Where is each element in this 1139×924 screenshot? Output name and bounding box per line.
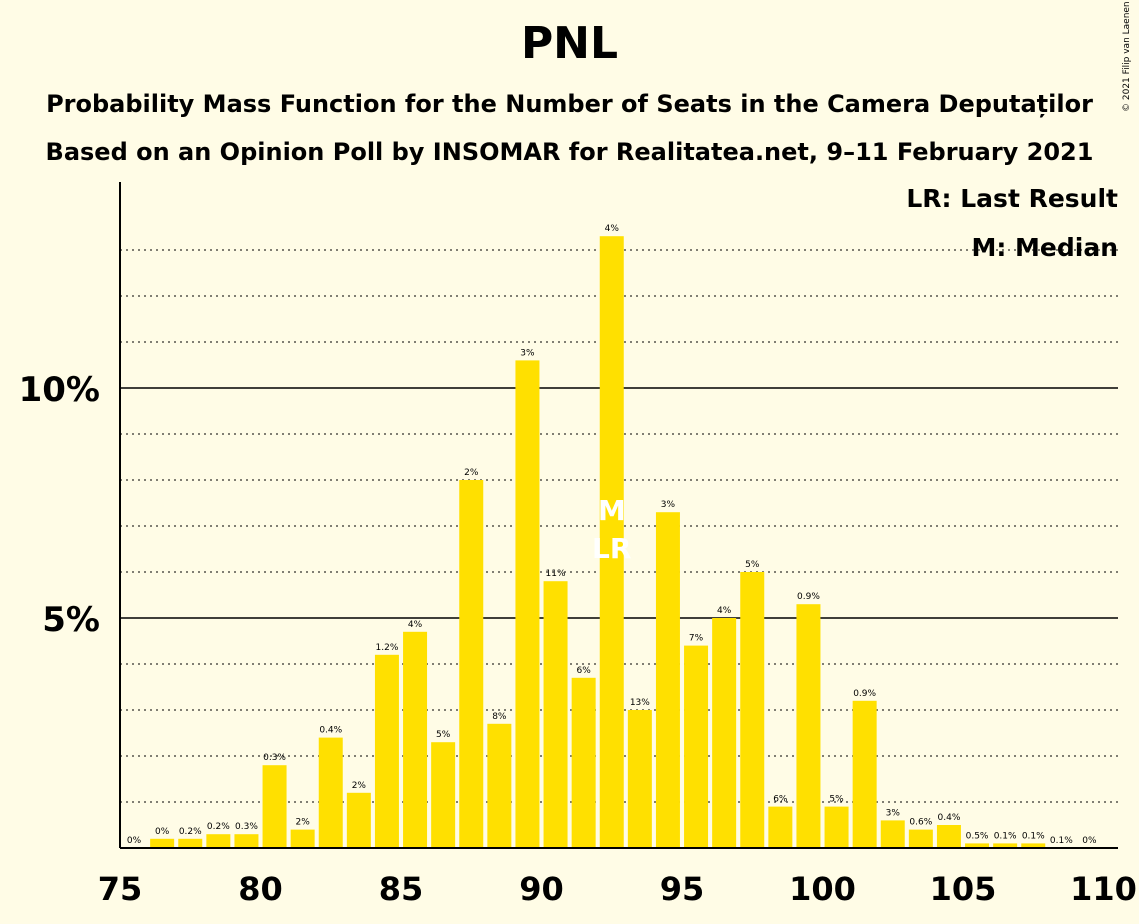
chart-subtitle-1: Probability Mass Function for the Number… — [46, 90, 1093, 118]
bar-value-label: 8% — [492, 712, 507, 722]
bar-seat-79 — [206, 834, 231, 848]
bar-value-label: 3% — [886, 808, 901, 818]
bar-seat-89 — [487, 723, 512, 848]
bar-value-label: 0.1% — [994, 831, 1017, 841]
bar-value-label: 5% — [745, 560, 760, 570]
bar-seat-100 — [796, 604, 821, 848]
bar-seat-92 — [571, 677, 596, 848]
y-tick-label: 10% — [19, 370, 100, 410]
bar-value-label: 0% — [127, 836, 142, 846]
bar-seat-84 — [346, 792, 371, 848]
bar-value-label: 3% — [520, 348, 535, 358]
bar-seat-102 — [852, 700, 877, 848]
bar-seat-93 — [599, 236, 624, 848]
bar-value-label: 0.1% — [1050, 836, 1073, 846]
bar-value-label: 0.1% — [1022, 831, 1045, 841]
bar-seat-85 — [374, 654, 399, 848]
y-tick-label: 5% — [42, 600, 100, 640]
bar-seat-99 — [768, 806, 793, 848]
bar-value-label: 5% — [829, 795, 844, 805]
chart-title: PNL — [520, 18, 619, 69]
last-result-marker: LR — [592, 532, 631, 565]
bar-seat-105 — [936, 825, 961, 848]
x-tick-label: 105 — [930, 870, 997, 908]
median-marker: M — [598, 494, 626, 527]
bar-seat-107 — [993, 843, 1018, 848]
chart-subtitle-2: Based on an Opinion Poll by INSOMAR for … — [45, 138, 1094, 166]
bar-value-label: 4% — [408, 620, 423, 630]
bar-seat-101 — [824, 806, 849, 848]
x-tick-label: 85 — [379, 870, 424, 908]
bar-seat-95 — [655, 512, 680, 848]
bar-value-label: 4% — [717, 606, 732, 616]
bar-seat-82 — [290, 829, 315, 848]
bar-value-label: 2% — [352, 781, 367, 791]
bar-value-label: 2% — [296, 818, 311, 828]
bar-value-label: 3% — [661, 500, 676, 510]
bar-value-label: 6% — [773, 795, 788, 805]
bar-value-label: 7% — [689, 634, 704, 644]
bar-seat-81 — [262, 765, 287, 848]
bar-seat-90 — [515, 360, 540, 848]
bar-seat-77 — [150, 838, 175, 848]
bar-seat-88 — [459, 480, 484, 848]
bar-value-label: 1.2% — [376, 643, 399, 653]
bar-value-label: 13% — [630, 698, 650, 708]
bar-value-label: 4% — [605, 224, 620, 234]
legend-last-result: LR: Last Result — [906, 184, 1118, 213]
bar-seat-106 — [965, 843, 990, 848]
bar-seat-103 — [880, 820, 905, 848]
bar-value-label: 2% — [464, 468, 479, 478]
bar-value-label: 0.9% — [853, 689, 876, 699]
legend-median: M: Median — [971, 233, 1118, 262]
bar-value-label: 0.4% — [938, 813, 961, 823]
bar-value-label: 0% — [1082, 836, 1097, 846]
x-tick-label: 95 — [660, 870, 705, 908]
bar-seat-80 — [234, 834, 259, 848]
bar-seat-97 — [712, 618, 737, 848]
bar-value-label: 0.3% — [235, 822, 258, 832]
bar-value-label: 0.5% — [966, 831, 989, 841]
bar-value-label: 11% — [546, 569, 566, 579]
bar-seat-83 — [318, 737, 343, 848]
x-tick-label: 90 — [519, 870, 564, 908]
x-tick-label: 75 — [98, 870, 143, 908]
bar-value-label: 0% — [155, 827, 170, 837]
bar-seat-104 — [908, 829, 933, 848]
bar-seat-86 — [403, 631, 428, 848]
bar-seat-96 — [684, 645, 709, 848]
x-tick-label: 80 — [238, 870, 283, 908]
bar-value-label: 6% — [577, 666, 592, 676]
bar-value-label: 0.6% — [909, 818, 932, 828]
bar-value-label: 0.9% — [797, 592, 820, 602]
bar-value-label: 0.4% — [319, 726, 342, 736]
bar-seat-108 — [1021, 843, 1046, 848]
x-tick-label: 100 — [789, 870, 856, 908]
bar-seat-94 — [627, 710, 652, 848]
bar-seat-78 — [178, 838, 203, 848]
bar-value-label: 0.2% — [207, 822, 230, 832]
bar-value-label: 0.3% — [263, 753, 286, 763]
bar-seat-91 — [543, 581, 568, 848]
bar-seat-98 — [740, 572, 765, 848]
x-tick-label: 110 — [1070, 870, 1137, 908]
bar-seat-87 — [431, 742, 456, 848]
bar-value-label: 5% — [436, 730, 451, 740]
bar-value-label: 0.2% — [179, 827, 202, 837]
